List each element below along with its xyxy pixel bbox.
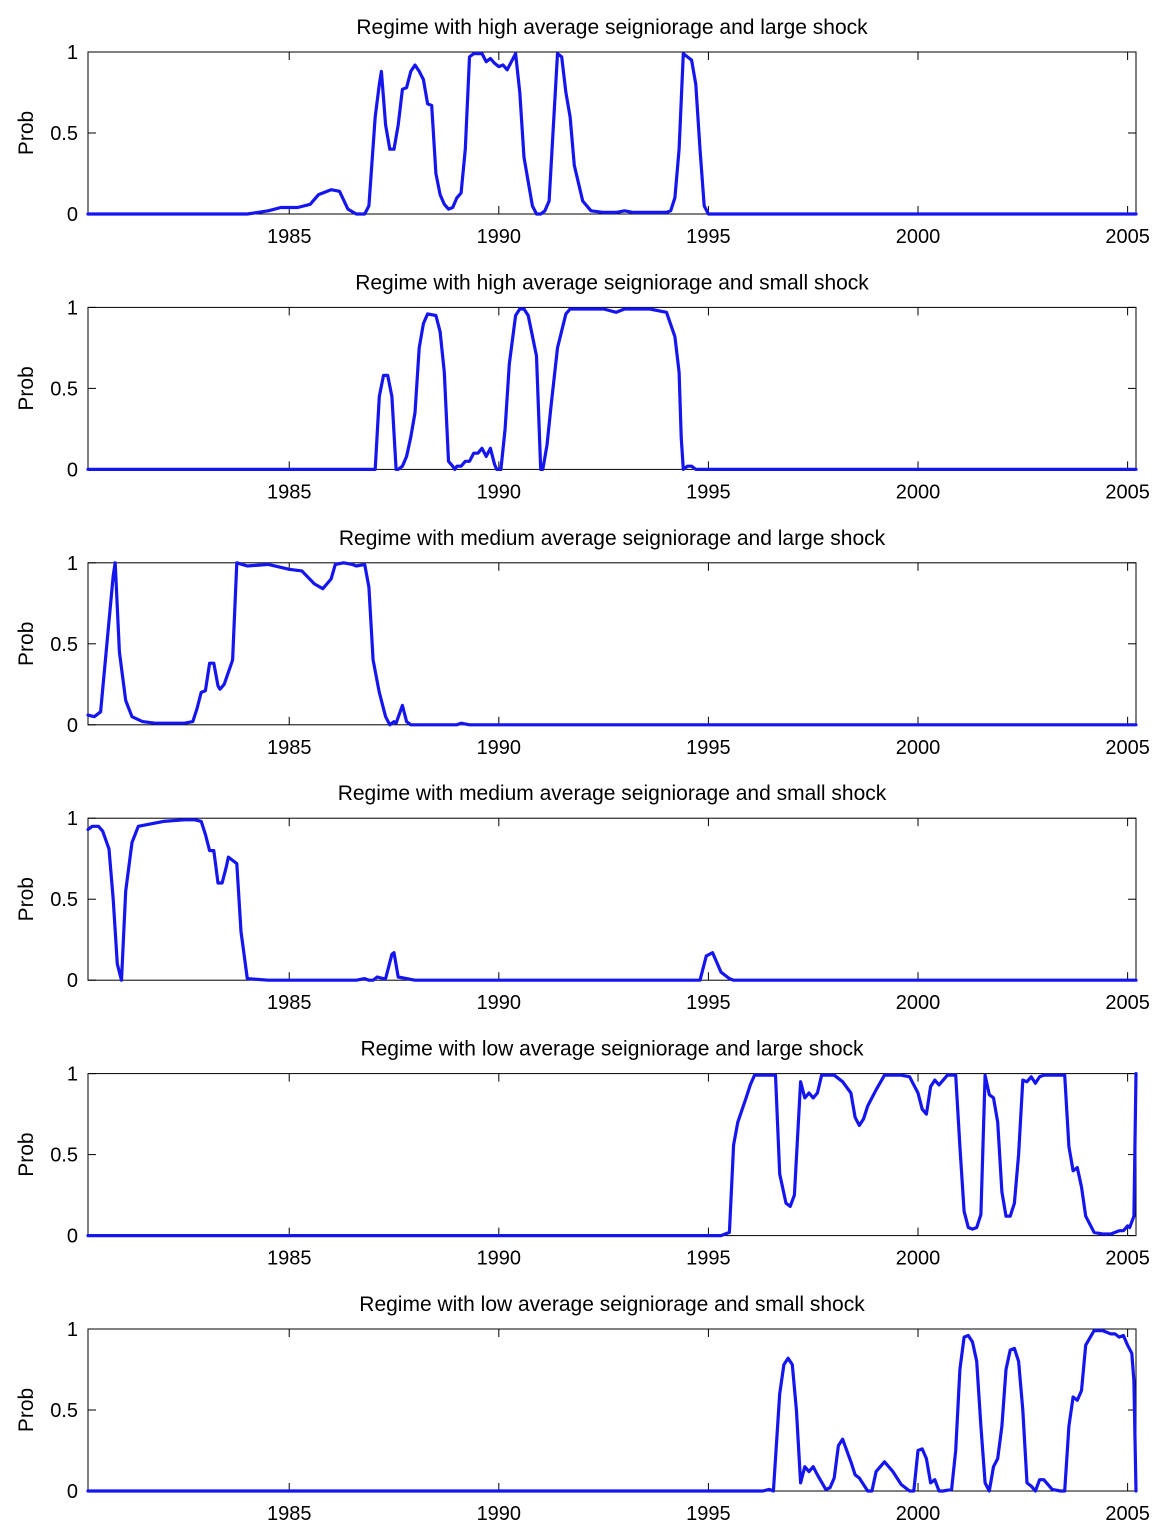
y-tick-label: 0 xyxy=(67,1481,78,1503)
y-tick-label: 0.5 xyxy=(50,634,78,656)
chart-title: Regime with medium average seigniorage a… xyxy=(338,782,887,805)
x-tick-label: 1990 xyxy=(477,992,522,1014)
y-tick-label: 0 xyxy=(67,715,78,737)
x-tick-label: 2000 xyxy=(896,1503,941,1525)
chart-title: Regime with medium average seigniorage a… xyxy=(339,527,886,550)
x-tick-label: 1985 xyxy=(267,226,312,248)
y-tick-label: 1 xyxy=(67,1319,78,1341)
y-tick-label: 0.5 xyxy=(50,1400,78,1422)
chart-panel: Regime with low average seigniorage and … xyxy=(15,1293,1150,1525)
probability-line xyxy=(86,1071,1138,1238)
x-tick-label: 2005 xyxy=(1105,226,1150,248)
plot-frame xyxy=(87,1073,1137,1237)
chart-title: Regime with high average seigniorage and… xyxy=(355,271,869,294)
x-tick-label: 2005 xyxy=(1105,1503,1150,1525)
y-axis-label: Prob xyxy=(15,877,38,921)
y-tick-label: 0 xyxy=(67,1226,78,1248)
x-tick-label: 2000 xyxy=(896,1248,941,1270)
x-tick-label: 2005 xyxy=(1105,737,1150,759)
y-axis-label: Prob xyxy=(15,111,38,155)
x-tick-label: 1985 xyxy=(267,481,312,503)
x-tick-label: 1985 xyxy=(267,1503,312,1525)
x-tick-label: 1990 xyxy=(477,1248,522,1270)
x-tick-label: 1985 xyxy=(267,1248,312,1270)
y-tick-label: 0 xyxy=(67,204,78,226)
chart-title: Regime with low average seigniorage and … xyxy=(359,1293,865,1316)
y-axis-label: Prob xyxy=(15,1132,38,1176)
chart-title: Regime with high average seigniorage and… xyxy=(356,16,868,39)
chart-panel: Regime with low average seigniorage and … xyxy=(15,1038,1150,1270)
plot-frame xyxy=(87,51,1137,215)
x-tick-label: 1995 xyxy=(686,481,731,503)
x-tick-label: 2000 xyxy=(896,226,941,248)
y-axis-label: Prob xyxy=(15,366,38,410)
x-tick-label: 1985 xyxy=(267,992,312,1014)
probability-line xyxy=(86,818,1138,982)
y-tick-label: 1 xyxy=(67,553,78,575)
chart-panel: Regime with high average seigniorage and… xyxy=(15,271,1150,503)
y-tick-label: 0.5 xyxy=(50,889,78,911)
probability-line xyxy=(86,51,1138,216)
y-tick-label: 0.5 xyxy=(50,378,78,400)
y-tick-label: 0.5 xyxy=(50,1145,78,1167)
x-tick-label: 1995 xyxy=(686,1503,731,1525)
x-tick-label: 1995 xyxy=(686,737,731,759)
plot-frame xyxy=(87,562,1137,726)
x-tick-label: 2005 xyxy=(1105,992,1150,1014)
chart-panel: Regime with medium average seigniorage a… xyxy=(15,527,1150,759)
x-tick-label: 1995 xyxy=(686,226,731,248)
x-tick-label: 2000 xyxy=(896,737,941,759)
probability-line xyxy=(86,1328,1138,1493)
y-tick-label: 1 xyxy=(67,1064,78,1086)
y-tick-label: 1 xyxy=(67,297,78,319)
probability-line xyxy=(86,307,1138,471)
y-tick-label: 0.5 xyxy=(50,123,78,145)
plot-frame xyxy=(87,306,1137,470)
y-tick-label: 1 xyxy=(67,808,78,830)
x-tick-label: 2000 xyxy=(896,992,941,1014)
y-tick-label: 1 xyxy=(67,42,78,64)
x-tick-label: 1995 xyxy=(686,1248,731,1270)
x-tick-label: 2005 xyxy=(1105,1248,1150,1270)
y-tick-label: 0 xyxy=(67,459,78,481)
x-tick-label: 2000 xyxy=(896,481,941,503)
chart-panel: Regime with medium average seigniorage a… xyxy=(15,782,1150,1014)
x-tick-label: 1995 xyxy=(686,992,731,1014)
x-tick-label: 1990 xyxy=(477,737,522,759)
probability-line xyxy=(86,561,1138,727)
chart-panel: Regime with high average seigniorage and… xyxy=(15,16,1150,248)
y-axis-label: Prob xyxy=(15,622,38,666)
chart-title: Regime with low average seigniorage and … xyxy=(360,1038,864,1061)
x-tick-label: 1990 xyxy=(477,481,522,503)
x-tick-label: 1990 xyxy=(477,1503,522,1525)
y-axis-label: Prob xyxy=(15,1388,38,1432)
x-tick-label: 1990 xyxy=(477,226,522,248)
x-tick-label: 1985 xyxy=(267,737,312,759)
x-tick-label: 2005 xyxy=(1105,481,1150,503)
y-tick-label: 0 xyxy=(67,970,78,992)
